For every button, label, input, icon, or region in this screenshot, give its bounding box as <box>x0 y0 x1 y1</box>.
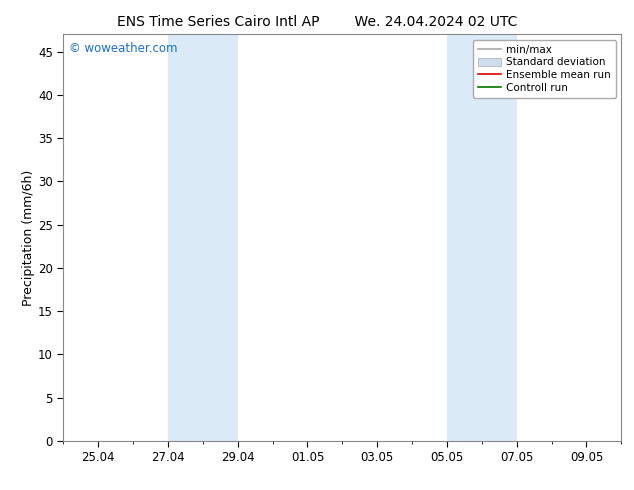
Legend: min/max, Standard deviation, Ensemble mean run, Controll run: min/max, Standard deviation, Ensemble me… <box>473 40 616 98</box>
Text: ENS Time Series Cairo Intl AP        We. 24.04.2024 02 UTC: ENS Time Series Cairo Intl AP We. 24.04.… <box>117 15 517 29</box>
Y-axis label: Precipitation (mm/6h): Precipitation (mm/6h) <box>22 170 36 306</box>
Bar <box>447 34 517 441</box>
Bar <box>168 34 238 441</box>
Text: © woweather.com: © woweather.com <box>69 43 178 55</box>
